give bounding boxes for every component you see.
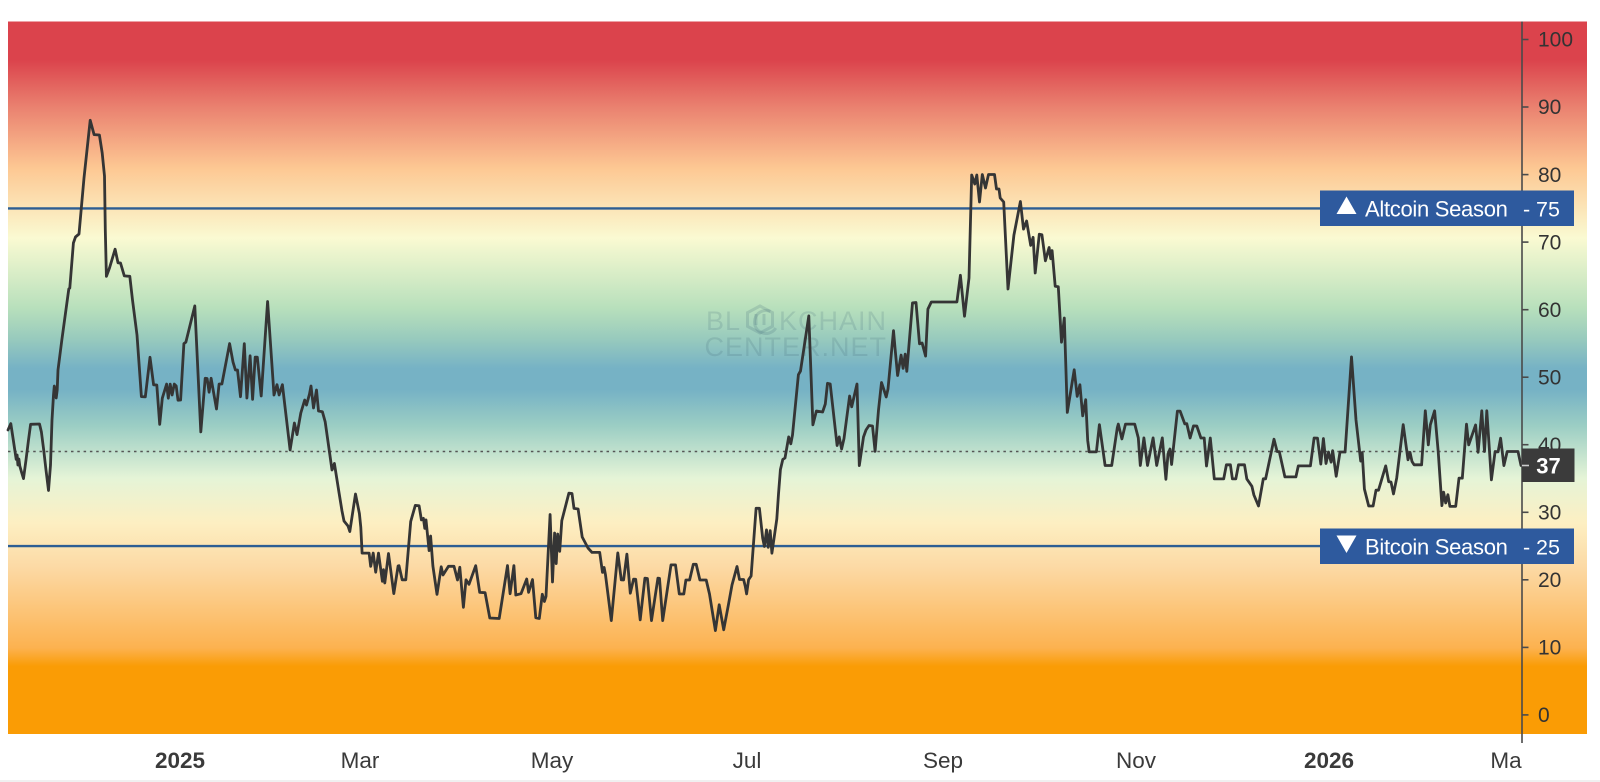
svg-text:37: 37 bbox=[1536, 454, 1560, 479]
svg-text:25: 25 bbox=[1536, 536, 1560, 560]
svg-text:100: 100 bbox=[1538, 29, 1573, 52]
svg-text:KCHAIN: KCHAIN bbox=[779, 306, 887, 336]
svg-text:-: - bbox=[1523, 536, 1530, 560]
svg-text:90: 90 bbox=[1538, 96, 1561, 119]
svg-text:80: 80 bbox=[1538, 164, 1561, 187]
svg-text:70: 70 bbox=[1538, 231, 1561, 254]
svg-text:Jul: Jul bbox=[733, 748, 762, 773]
svg-text:2026: 2026 bbox=[1304, 748, 1354, 773]
svg-text:50: 50 bbox=[1538, 366, 1561, 389]
svg-text:Nov: Nov bbox=[1116, 748, 1157, 773]
svg-text:2025: 2025 bbox=[155, 748, 205, 773]
svg-text:Sep: Sep bbox=[923, 748, 963, 773]
svg-text:Altcoin Season: Altcoin Season bbox=[1365, 197, 1508, 222]
svg-text:30: 30 bbox=[1538, 502, 1561, 525]
svg-text:20: 20 bbox=[1538, 569, 1561, 592]
svg-text:Ma: Ma bbox=[1490, 748, 1522, 773]
svg-text:10: 10 bbox=[1538, 637, 1561, 660]
svg-text:Bitcoin Season: Bitcoin Season bbox=[1365, 535, 1508, 560]
svg-text:0: 0 bbox=[1538, 704, 1550, 727]
svg-text:Mar: Mar bbox=[341, 748, 380, 773]
svg-text:60: 60 bbox=[1538, 299, 1561, 322]
svg-text:75: 75 bbox=[1536, 198, 1560, 222]
svg-text:May: May bbox=[531, 748, 574, 773]
svg-text:BL: BL bbox=[706, 306, 741, 336]
svg-text:CENTER.NET: CENTER.NET bbox=[705, 332, 888, 362]
svg-text:-: - bbox=[1523, 198, 1530, 222]
